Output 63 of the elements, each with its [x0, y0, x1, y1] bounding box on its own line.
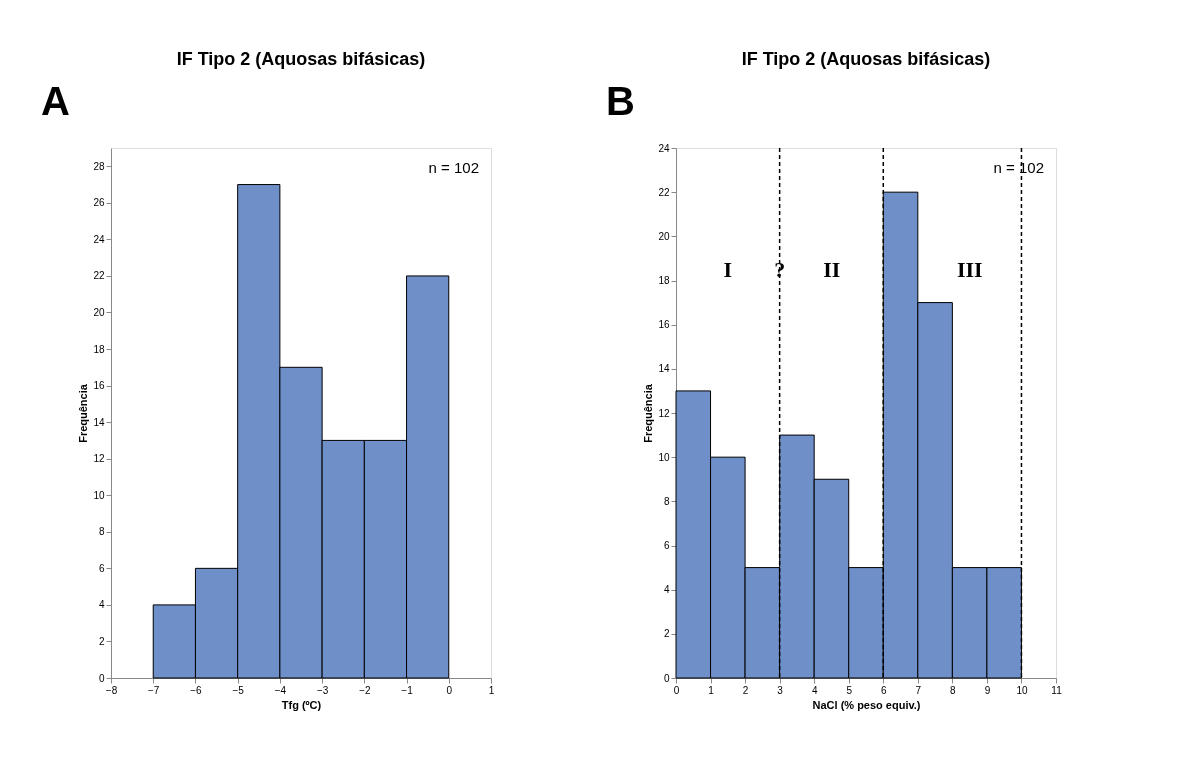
- x-tick-label: 7: [915, 684, 922, 696]
- y-tick-label: 6: [98, 562, 105, 574]
- x-tick-label: 0: [673, 684, 680, 696]
- text: A: [41, 79, 70, 123]
- annotation: II: [823, 256, 841, 282]
- y-tick-label: 12: [658, 407, 670, 419]
- y-tick-label: 26: [93, 197, 105, 209]
- x-tick-label: 1: [708, 684, 715, 696]
- y-tick-label: 10: [658, 451, 670, 463]
- y-tick-label: 24: [658, 142, 670, 154]
- y-tick-label: 8: [98, 526, 105, 538]
- y-axis-title: Frequência: [642, 383, 655, 443]
- y-tick-label: 4: [98, 599, 105, 611]
- y-tick-label: 16: [658, 319, 670, 331]
- x-axis-title: NaCl (% peso equiv.): [812, 698, 921, 711]
- y-tick-label: 4: [663, 584, 670, 596]
- y-tick-label: 18: [93, 343, 105, 355]
- y-tick-label: 2: [98, 635, 105, 647]
- y-tick-label: 20: [93, 306, 105, 318]
- y-tick-label: 14: [658, 363, 670, 375]
- x-tick-label: −6: [190, 684, 203, 696]
- x-tick-label: 4: [811, 684, 818, 696]
- x-tick-label: −1: [401, 684, 414, 696]
- x-tick-label: 3: [777, 684, 784, 696]
- x-tick-label: −2: [359, 684, 371, 696]
- y-tick-label: 0: [663, 672, 670, 684]
- y-tick-label: 8: [663, 495, 670, 507]
- x-tick-label: 9: [984, 684, 991, 696]
- x-tick-label: 10: [1016, 684, 1028, 696]
- y-tick-label: 10: [93, 489, 105, 501]
- y-tick-label: 16: [93, 380, 105, 392]
- y-tick-label: 2: [663, 628, 670, 640]
- x-tick-label: 5: [846, 684, 853, 696]
- y-tick-label: 6: [663, 540, 670, 551]
- y-tick-label: 12: [93, 453, 105, 465]
- x-axis-title: Tfg (ºC): [281, 698, 322, 711]
- y-tick-label: 18: [658, 275, 670, 286]
- annotation: III: [956, 256, 983, 282]
- annotation: n = 102: [428, 159, 479, 176]
- y-tick-label: 22: [93, 270, 105, 282]
- y-tick-label: 0: [98, 672, 105, 684]
- annotation: n = 102: [993, 159, 1044, 176]
- x-tick-label: 11: [1051, 684, 1063, 696]
- y-tick-label: 14: [93, 416, 105, 428]
- y-tick-label: 28: [93, 160, 105, 172]
- x-tick-label: 1: [488, 684, 495, 696]
- x-tick-label: 2: [742, 684, 749, 696]
- x-tick-label: −8: [105, 684, 118, 696]
- x-tick-label: −3: [316, 684, 329, 696]
- x-tick-label: −4: [274, 684, 287, 696]
- x-tick-label: −7: [148, 684, 160, 696]
- text: B: [606, 79, 635, 123]
- y-tick-label: 24: [93, 233, 105, 245]
- x-tick-label: −5: [232, 684, 245, 696]
- x-tick-label: 8: [950, 684, 957, 696]
- x-tick-label: 0: [446, 684, 453, 696]
- chart-title: IF Tipo 2 (Aquosas bifásicas): [741, 49, 991, 69]
- y-tick-label: 22: [658, 186, 670, 198]
- y-tick-label: 20: [658, 230, 670, 242]
- y-axis-title: Frequência: [77, 383, 90, 443]
- x-tick-label: 6: [880, 684, 887, 696]
- chart-title: IF Tipo 2 (Aquosas bifásicas): [176, 49, 426, 69]
- annotation: I: [723, 256, 732, 282]
